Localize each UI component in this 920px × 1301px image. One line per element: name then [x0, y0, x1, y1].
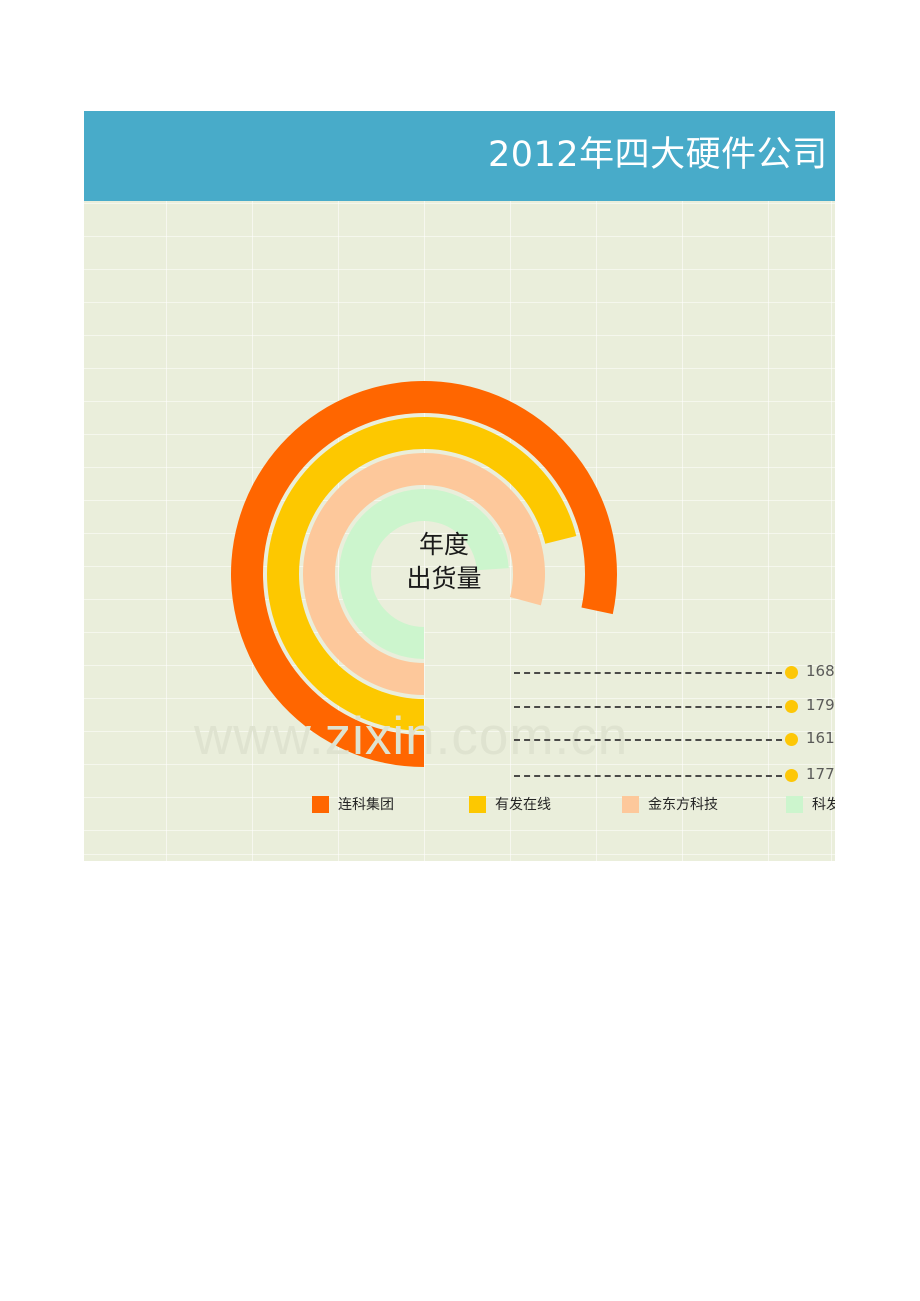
callout-value: 1680万 [806, 662, 835, 680]
leader-line [514, 739, 782, 741]
callout-dot-icon [785, 769, 798, 782]
leader-line [514, 775, 782, 777]
chart-panel[interactable]: 2012年四大硬件公司 年度 出货量 www.zixin.com.cn 1680… [84, 111, 835, 861]
callout-value: 1798万 [806, 696, 835, 714]
radial-arc-4[interactable] [339, 489, 509, 659]
callout-value: 1779万 [806, 765, 835, 783]
leader-line [514, 706, 782, 708]
radial-bar-chart [231, 381, 617, 767]
radial-arc-group [231, 381, 617, 767]
chart-header-band: 2012年四大硬件公司 [84, 111, 835, 201]
legend-swatch-icon [312, 796, 329, 813]
legend-swatch-icon [622, 796, 639, 813]
callout-dot-icon [785, 733, 798, 746]
callout-dot-icon [785, 700, 798, 713]
legend-label: 科发控股 [812, 797, 835, 813]
leader-line [514, 672, 782, 674]
plot-area[interactable]: 年度 出货量 www.zixin.com.cn 1680万1798万1612万1… [84, 201, 835, 861]
legend-label: 有发在线 [495, 797, 551, 813]
legend-swatch-icon [786, 796, 803, 813]
legend-swatch-icon [469, 796, 486, 813]
chart-title: 2012年四大硬件公司 [488, 135, 828, 175]
callout-value: 1612万 [806, 729, 835, 747]
chart-legend[interactable]: 连科集团 有发在线 金东方科技 科发控股 [234, 793, 835, 819]
legend-label: 金东方科技 [648, 797, 718, 813]
legend-label: 连科集团 [338, 797, 394, 813]
callout-dot-icon [785, 666, 798, 679]
